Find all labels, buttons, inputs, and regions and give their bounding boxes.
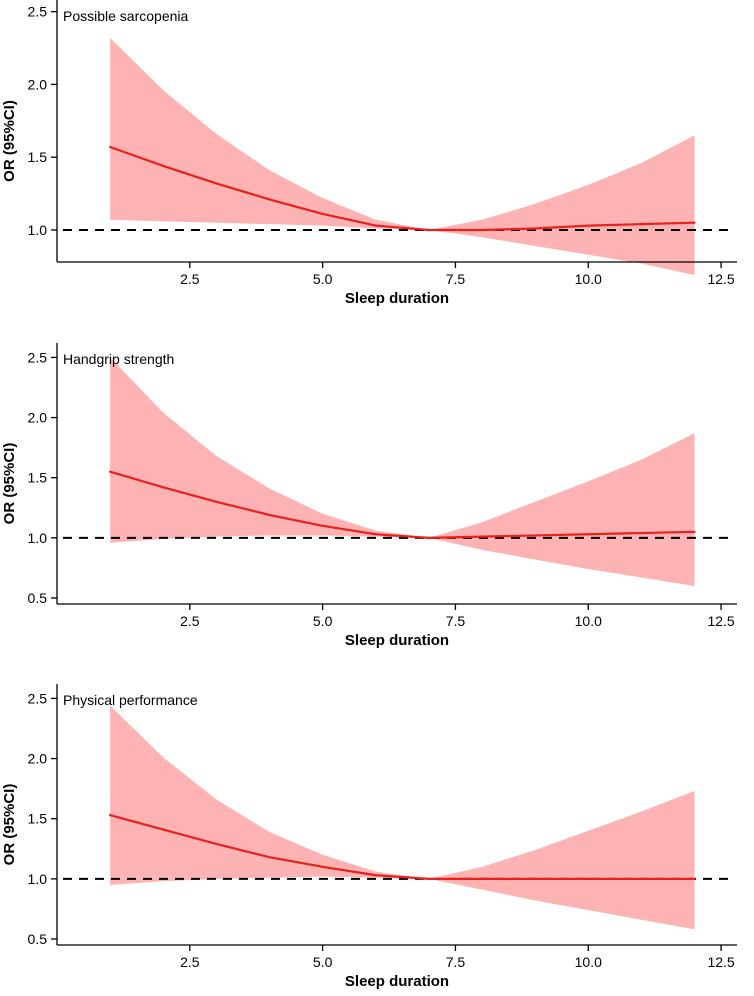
or-point [374, 874, 377, 877]
or-point [587, 533, 590, 536]
y-tick-label: 0.5 [28, 931, 48, 947]
x-tick-label: 5.0 [313, 613, 333, 629]
y-tick-label: 1.5 [28, 811, 48, 827]
or-point [109, 814, 112, 817]
or-point [215, 500, 218, 503]
x-axis-title: Sleep duration [345, 632, 449, 649]
or-point [162, 828, 165, 831]
confidence-band [110, 357, 695, 586]
x-tick-label: 7.5 [446, 613, 466, 629]
y-tick-label: 1.5 [28, 470, 48, 486]
x-tick-label: 10.0 [575, 954, 602, 970]
x-axis-title: Sleep duration [345, 973, 449, 990]
or-point [109, 470, 112, 473]
x-tick-label: 2.5 [180, 271, 200, 287]
or-point [587, 877, 590, 880]
y-axis-title: OR (95%CI) [1, 100, 18, 182]
y-tick-label: 2.0 [28, 410, 48, 426]
x-axis-title: Sleep duration [345, 290, 449, 307]
y-axis-title: OR (95%CI) [1, 443, 18, 525]
or-point [480, 535, 484, 538]
or-point [109, 145, 112, 149]
or-point [268, 513, 271, 517]
chart-panel-2: 0.5 1.0 1.5 2.0 2.5 2.5 5.0 7.5 10.0 12.5 Sleep du… [1, 343, 737, 649]
y-tick-label: 1.5 [28, 149, 48, 165]
y-axis-title: OR (95%CI) [1, 784, 18, 866]
or-point [534, 227, 537, 230]
y-tick-label: 1.0 [28, 222, 48, 238]
or-point [321, 212, 324, 216]
panel-title: Possible sarcopenia [63, 8, 189, 24]
or-point [640, 223, 643, 226]
panel-title: Physical performance [63, 692, 198, 708]
or-point [321, 865, 324, 868]
y-tick-label: 1.0 [28, 871, 48, 887]
or-point [640, 877, 643, 880]
x-tick-label: 12.5 [707, 954, 734, 970]
x-tick-label: 7.5 [446, 954, 466, 970]
or-point [374, 533, 377, 536]
or-point [215, 842, 218, 846]
or-line [109, 470, 695, 539]
or-point [268, 198, 271, 201]
or-point [321, 524, 324, 527]
or-point [480, 228, 484, 232]
or-line [109, 145, 695, 232]
x-tick-label: 5.0 [313, 271, 333, 287]
x-tick-label: 12.5 [707, 271, 734, 287]
panel-title: Handgrip strength [63, 351, 174, 367]
chart-panel-1: 1.0 1.5 2.0 2.5 2.5 5.0 7.5 10.0 12.5 Sleep durat… [1, 0, 737, 307]
or-point [534, 877, 537, 880]
y-tick-label: 2.5 [28, 349, 48, 365]
or-point [693, 221, 696, 224]
y-tick-label: 1.0 [28, 530, 48, 546]
or-point [427, 877, 430, 880]
x-tick-label: 10.0 [575, 613, 602, 629]
y-tick-label: 2.5 [28, 690, 48, 706]
or-point [162, 164, 165, 168]
chart-panel-3: 0.5 1.0 1.5 2.0 2.5 2.5 5.0 7.5 10.0 12.5 Sleep du… [1, 684, 737, 990]
or-point [162, 486, 165, 489]
or-point [480, 877, 484, 880]
x-tick-label: 2.5 [180, 613, 200, 629]
or-point [268, 856, 271, 859]
confidence-band [110, 705, 695, 930]
y-tick-label: 0.5 [28, 590, 48, 606]
y-tick-label: 2.5 [28, 4, 48, 20]
confidence-band [110, 37, 695, 276]
or-point [640, 531, 643, 535]
x-tick-label: 2.5 [180, 954, 200, 970]
or-point [693, 530, 696, 533]
y-tick-label: 2.0 [28, 76, 48, 92]
x-tick-label: 7.5 [446, 271, 466, 287]
or-point [215, 182, 218, 185]
or-point [374, 224, 377, 227]
x-tick-label: 5.0 [313, 954, 333, 970]
x-tick-label: 10.0 [575, 271, 602, 287]
or-line [109, 814, 695, 880]
or-point [427, 536, 430, 539]
or-point [534, 534, 537, 537]
or-point [587, 224, 590, 227]
or-point [427, 228, 430, 232]
x-tick-label: 12.5 [707, 613, 734, 629]
or-point [693, 877, 696, 880]
y-tick-label: 2.0 [28, 751, 48, 767]
